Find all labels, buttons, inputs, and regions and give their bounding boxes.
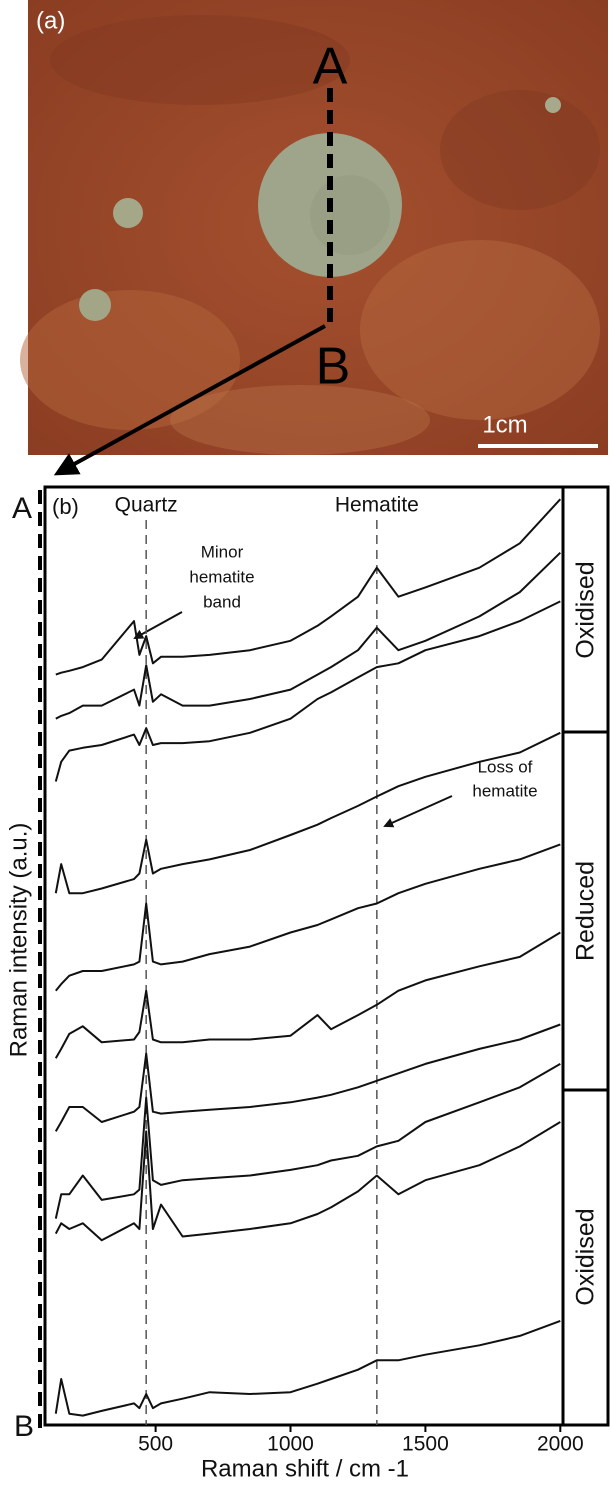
zone-box [561,1088,610,1427]
reduction-spot [545,97,561,113]
zone-label: Oxidised [572,1208,600,1305]
profile-start-label: A [12,492,32,525]
spectrum-line [55,551,561,720]
reference-label: Quartz [115,494,178,517]
x-tick-label: 1500 [402,1433,449,1456]
panel-label: (a) [36,7,65,34]
x-tick-label: 2000 [537,1433,584,1456]
annotation: Minor [201,542,244,561]
annotation-arrow [383,795,453,828]
photo-texture [20,290,240,430]
profile-start-label: A [313,38,348,96]
annotation: band [203,592,241,611]
reduction-spot [113,198,143,228]
zone-label: Oxidised [572,561,600,658]
y-axis-title: Raman intensity (a.u.) [5,823,32,1058]
spectrum-line [55,498,562,676]
photo-texture [440,90,600,210]
x-axis-title: Raman shift / cm -1 [201,1455,409,1482]
spectrum-line [54,931,561,1059]
photo: (a) A B 1cm [20,0,608,455]
spectrum-line [54,600,561,782]
chart: Oxidised Reduced Oxidised A B (b) Raman … [5,485,610,1482]
photo-texture [50,15,350,105]
spectrum-line [55,843,561,992]
x-tick-label: 500 [138,1433,173,1456]
annotation: hematite [472,781,537,800]
zone-label: Reduced [572,861,600,961]
spectrum-line [54,1023,561,1132]
reduction-spot-shade [310,175,390,255]
scale-bar-label: 1cm [482,411,527,438]
x-tick-label: 1000 [267,1433,314,1456]
photo-texture [170,385,430,455]
link-arrow [53,324,326,476]
spectrum-line [54,1319,561,1417]
panel-label: (b) [52,494,79,519]
reference-label: Hematite [335,494,419,517]
annotation: Loss of [478,757,533,776]
reduction-spot [79,289,111,321]
annotation-arrow [133,611,183,639]
profile-end-label: B [14,1410,34,1443]
photo-texture [360,240,600,420]
spectrum-line [54,1063,561,1219]
spectrum-line [54,1121,561,1242]
spectrum-line [54,731,561,895]
annotation: hematite [189,567,254,586]
plot-frame [43,485,565,1427]
profile-end-label: B [316,338,351,396]
